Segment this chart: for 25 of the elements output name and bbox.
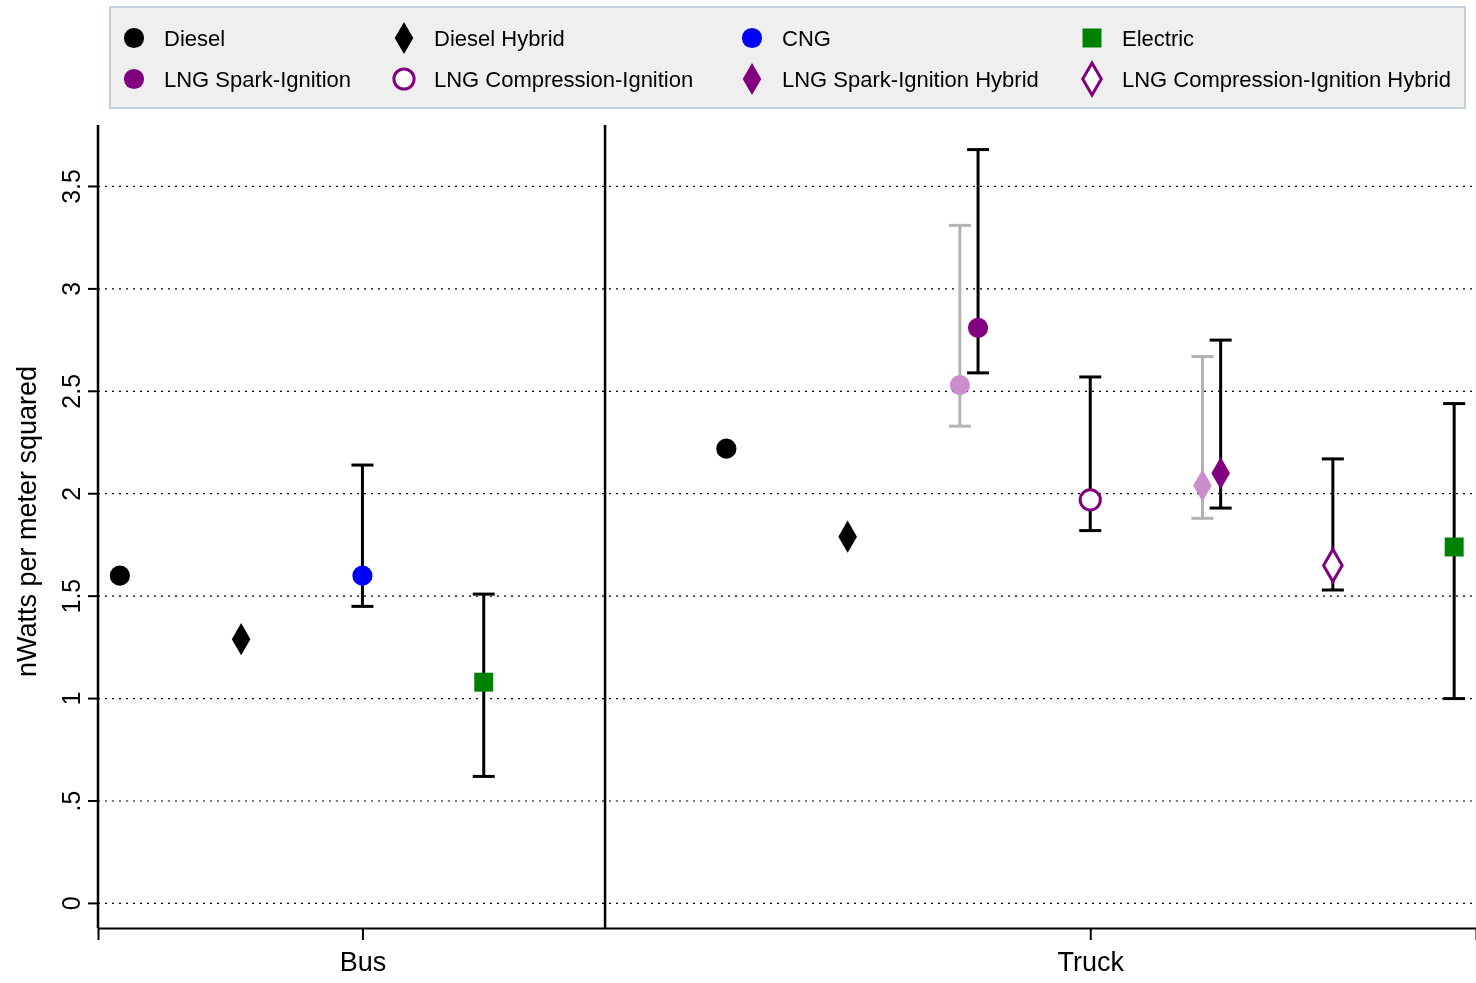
legend-label: Diesel Hybrid bbox=[434, 26, 565, 51]
legend-label: Diesel bbox=[164, 26, 226, 51]
y-tick-label: 1 bbox=[57, 691, 85, 706]
y-tick-label: 2.5 bbox=[57, 373, 85, 409]
x-tick-label: Truck bbox=[1057, 947, 1125, 978]
y-axis-title: nWatts per meter squared bbox=[12, 365, 42, 678]
legend-label: LNG Compression-Ignition Hybrid bbox=[1122, 67, 1451, 92]
point bbox=[1444, 537, 1464, 557]
y-tick-label: 3.5 bbox=[57, 169, 85, 204]
legend-label: CNG bbox=[782, 26, 831, 51]
y-tick-label: 2 bbox=[57, 486, 85, 501]
point bbox=[474, 672, 494, 692]
y-tick-label: 3 bbox=[57, 281, 85, 296]
legend-label: LNG Spark-Ignition Hybrid bbox=[782, 67, 1039, 92]
x-tick-label: Bus bbox=[339, 947, 387, 978]
y-tick-label: 1.5 bbox=[57, 578, 85, 614]
legend-label: LNG Spark-Ignition bbox=[164, 67, 352, 92]
point bbox=[109, 565, 130, 586]
legend-label: Electric bbox=[1122, 26, 1195, 51]
y-tick-label: 0 bbox=[57, 896, 85, 911]
point bbox=[716, 438, 737, 459]
y-tick-label: .5 bbox=[57, 790, 85, 812]
legend-label: LNG Compression-Ignition bbox=[434, 67, 694, 92]
point bbox=[352, 565, 373, 586]
point bbox=[1078, 488, 1102, 512]
